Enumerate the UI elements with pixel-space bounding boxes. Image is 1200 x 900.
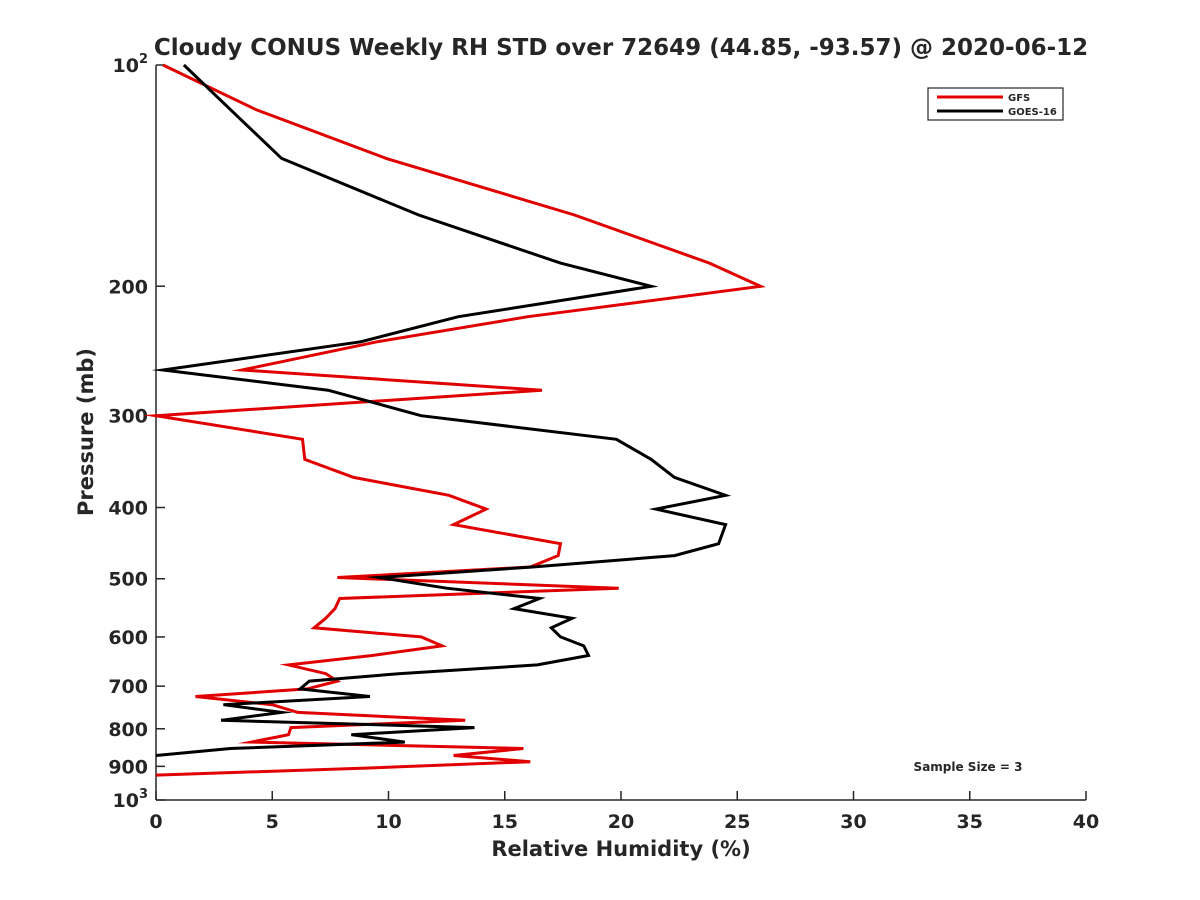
y-tick-label: 103 [113, 787, 149, 812]
legend-label-gfs: GFS [1008, 93, 1030, 104]
y-axis-label: Pressure (mb) [74, 348, 98, 516]
legend-label-goes16: GOES-16 [1008, 107, 1057, 118]
x-tick-label: 25 [724, 811, 750, 833]
y-tick-label: 900 [108, 756, 148, 778]
y-tick-label: 600 [108, 627, 148, 649]
x-tick-label: 15 [492, 811, 518, 833]
x-tick-label: 20 [608, 811, 634, 833]
x-tick-label: 0 [149, 811, 162, 833]
legend-box [927, 87, 1064, 121]
y-tick-label: 700 [108, 676, 148, 698]
y-axis-ticks: 102 200 300 400 500 600 700 800 900 103 [108, 52, 165, 812]
legend: GFS GOES-16 [927, 87, 1064, 121]
x-tick-label: 40 [1073, 811, 1099, 833]
y-tick-label: 300 [108, 406, 148, 428]
y-tick-label: 500 [108, 569, 148, 591]
y-tick-label: 400 [108, 498, 148, 520]
y-tick-label: 800 [108, 719, 148, 741]
sample-size-annotation: Sample Size = 3 [914, 760, 1023, 774]
series-layer [142, 63, 766, 777]
x-tick-label: 35 [957, 811, 983, 833]
y-tick-label: 200 [108, 276, 148, 298]
x-tick-label: 5 [266, 811, 279, 833]
x-axis-label: Relative Humidity (%) [491, 837, 750, 861]
series-line-goes16 [151, 63, 732, 757]
x-tick-label: 30 [840, 811, 866, 833]
y-tick-label: 102 [113, 52, 149, 77]
x-tick-label: 10 [375, 811, 401, 833]
x-axis-ticks: 0 5 10 15 20 25 30 35 40 [149, 791, 1099, 833]
chart-title: Cloudy CONUS Weekly RH STD over 72649 (4… [154, 35, 1088, 61]
